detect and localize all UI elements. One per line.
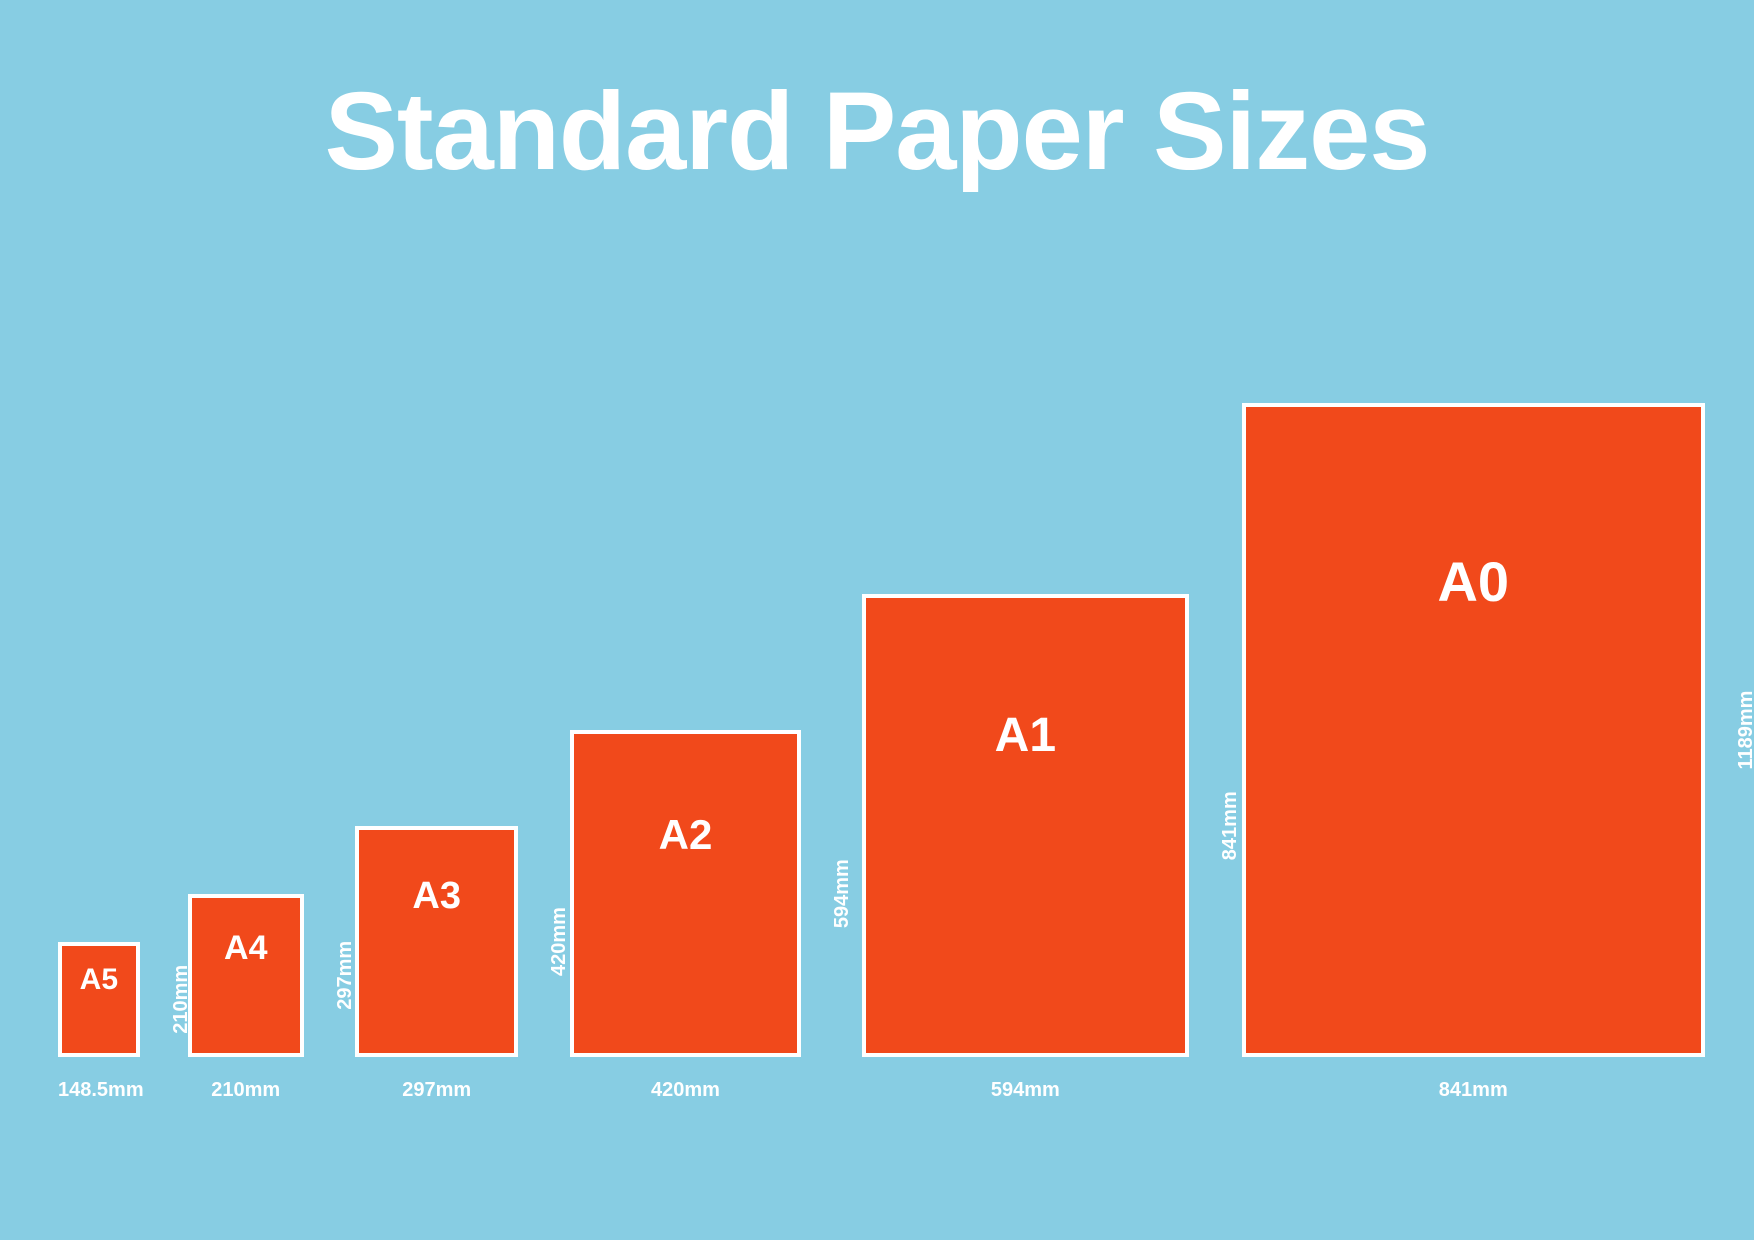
paper-name-label: A2	[659, 811, 713, 859]
paper-width-label: 210mm	[188, 1079, 304, 1102]
paper-width-label: 297mm	[355, 1079, 518, 1102]
paper-width-label: 594mm	[862, 1079, 1189, 1102]
paper-width-label: 420mm	[570, 1079, 801, 1102]
paper-sheet-a4: A4	[188, 894, 304, 1057]
paper-sheet-a1: A1	[862, 594, 1189, 1057]
paper-sheet-a2: A2	[570, 730, 801, 1057]
paper-height-label: 1189mm	[1735, 403, 1754, 1057]
paper-sheet-a0: A0	[1242, 403, 1705, 1057]
paper-height-label: 594mm	[831, 730, 854, 1057]
paper-name-label: A4	[224, 929, 267, 968]
paper-width-label: 148.5mm	[58, 1079, 140, 1102]
infographic-canvas: Standard Paper Sizes A5148.5mm210mmA4210…	[0, 0, 1754, 1240]
paper-name-label: A3	[412, 875, 461, 918]
paper-width-label: 841mm	[1242, 1079, 1705, 1102]
paper-name-label: A1	[995, 708, 1056, 763]
paper-height-label: 297mm	[334, 894, 357, 1057]
paper-height-label: 841mm	[1219, 594, 1242, 1057]
paper-sheet-a3: A3	[355, 826, 518, 1057]
page-title: Standard Paper Sizes	[0, 68, 1754, 195]
paper-height-label: 420mm	[548, 826, 571, 1057]
paper-name-label: A5	[80, 963, 118, 997]
paper-name-label: A0	[1437, 549, 1509, 614]
paper-sheet-a5: A5	[58, 942, 140, 1058]
